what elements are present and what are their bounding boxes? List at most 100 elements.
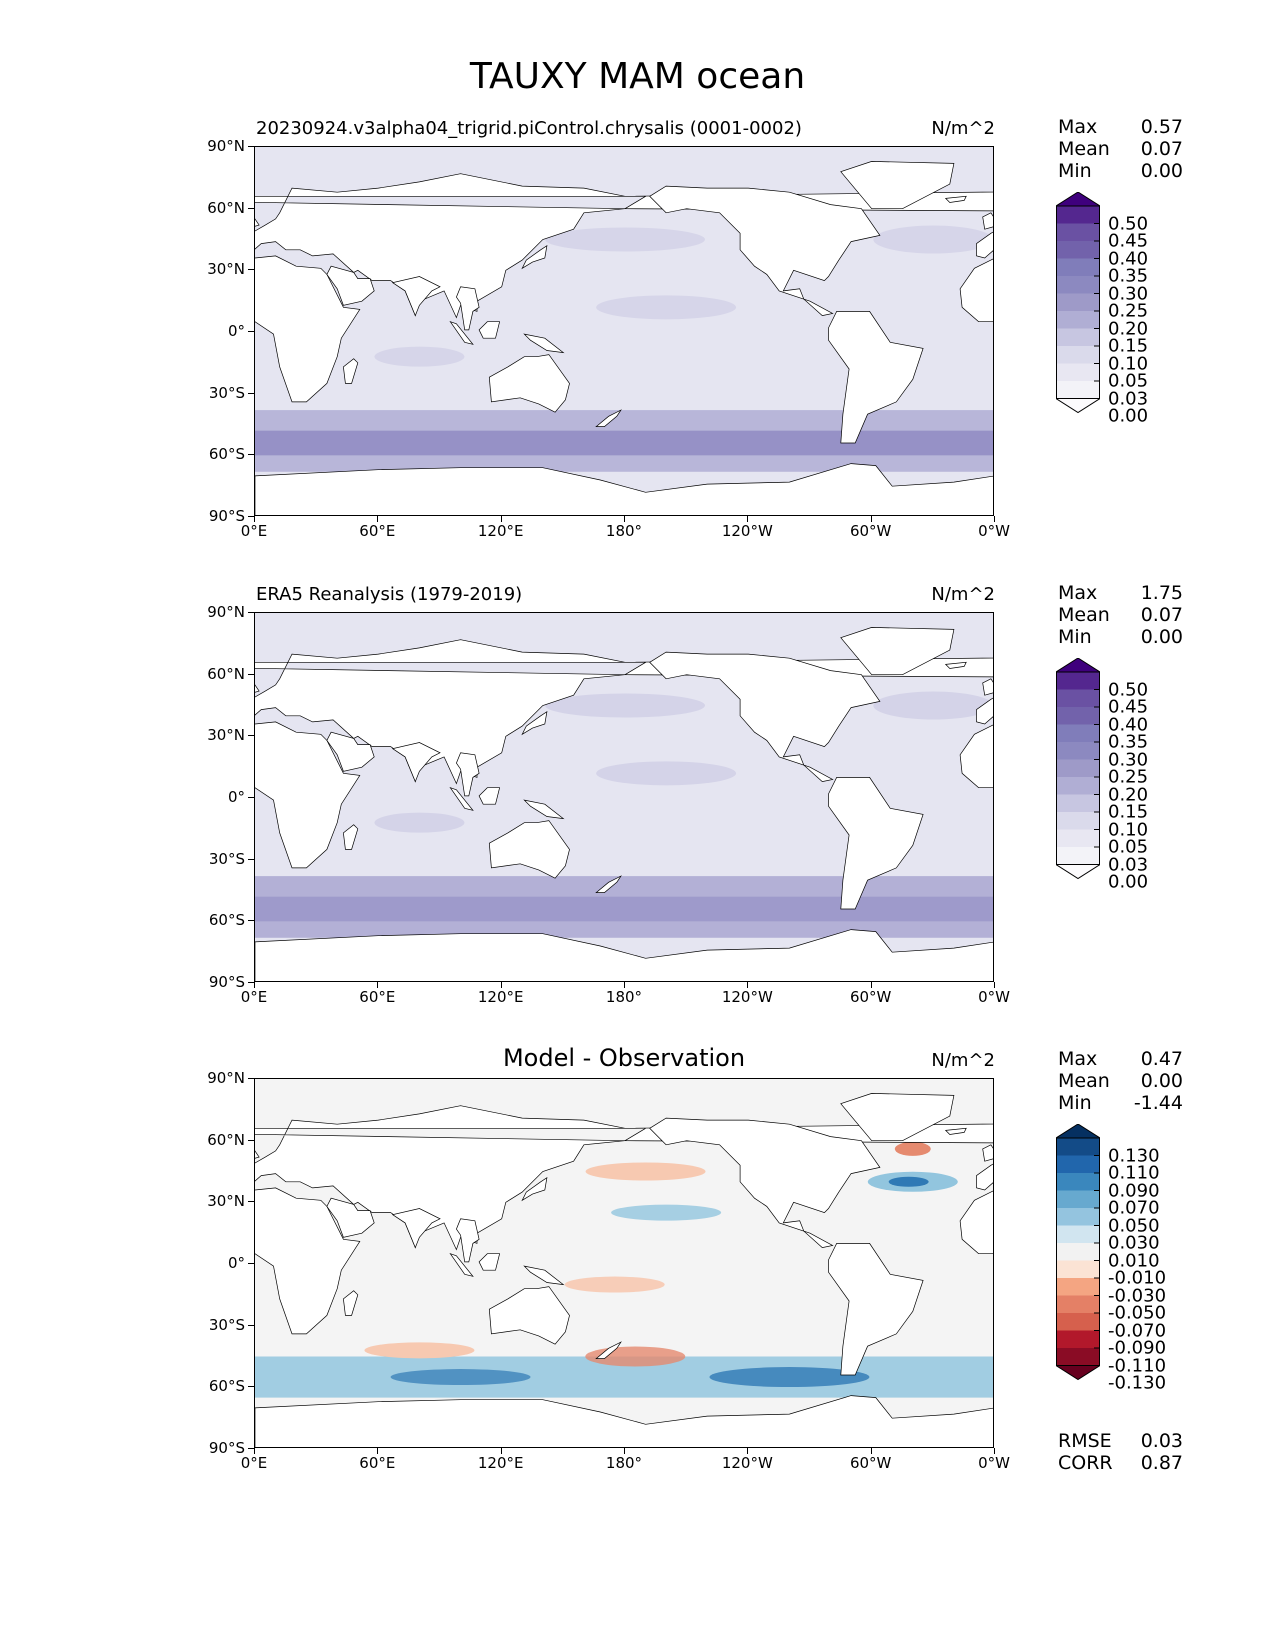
land-greenland [840, 161, 955, 210]
colorbar-label: 0.10 [1108, 353, 1149, 374]
pacific-trades [596, 761, 737, 786]
rmse-label: RMSE [1058, 1430, 1112, 1452]
north-atlantic-westerlies [873, 225, 993, 254]
lat-tick-label: 60°S [208, 445, 245, 464]
land-samerica [828, 777, 924, 910]
lat-tick-mark [248, 1386, 254, 1388]
max-label: Max [1058, 582, 1098, 604]
panel-title: ERA5 Reanalysis (1979-2019) [256, 584, 523, 605]
land-antarctica [255, 1395, 993, 1447]
south-pacific-negative [564, 1276, 665, 1293]
colorbar-label: -0.070 [1108, 1320, 1167, 1341]
land-australia [488, 354, 570, 413]
lon-tick-mark [500, 982, 502, 988]
land-namerica [649, 185, 881, 316]
land-iceland [944, 1127, 967, 1135]
north-pacific-negative [585, 1162, 706, 1181]
lat-tick-mark [248, 982, 254, 983]
mean-value: 0.07 [1140, 604, 1183, 626]
land-uk [982, 212, 993, 230]
colorbar-label: 0.030 [1108, 1232, 1160, 1254]
lat-tick-mark [248, 269, 254, 271]
land-borneo [478, 1253, 501, 1271]
map-difference [254, 1078, 994, 1448]
colorbar-label: 0.25 [1108, 766, 1149, 788]
land-madagascar [343, 358, 359, 384]
land-iceland [944, 195, 967, 203]
colorbar-label: 0.070 [1108, 1197, 1160, 1219]
colorbar-label: 0.40 [1108, 714, 1149, 735]
lat-tick-label: 60°S [208, 1377, 245, 1396]
colorbar-label: 0.20 [1108, 784, 1149, 805]
colorbar-segment [1056, 206, 1100, 224]
land-sumatra [449, 1253, 474, 1277]
labrador-negative [894, 1141, 931, 1156]
lat-tick-label: 90°S [208, 1439, 245, 1457]
colorbar-segment [1056, 363, 1100, 382]
land-antarctica [255, 929, 993, 981]
lat-tick-mark [248, 1201, 254, 1203]
lat-tick-label: 0° [227, 322, 245, 340]
map-canvas [255, 613, 993, 981]
colorbar-label: -0.110 [1108, 1355, 1167, 1376]
south-indian-positive-core [390, 1369, 531, 1386]
southern-ocean-core [255, 896, 993, 922]
lat-tick-mark [248, 1324, 254, 1326]
colorbar-label: 0.25 [1108, 300, 1149, 322]
lon-tick-label: 60°E [359, 1454, 396, 1472]
lat-tick-mark [248, 673, 254, 675]
lat-tick-label: 90°N [207, 603, 245, 621]
colorbar-label: 0.03 [1108, 388, 1149, 409]
colorbar-label: 0.010 [1108, 1250, 1160, 1271]
panel-title: 20230924.v3alpha04_trigrid.piControl.chr… [256, 118, 802, 139]
lat-tick-mark [248, 1448, 254, 1449]
lat-tick-label: 30°N [207, 1192, 245, 1211]
lat-tick-label: 60°N [207, 1130, 245, 1149]
indian-negative [364, 1342, 475, 1359]
panel-title: Model - Observation [502, 1044, 746, 1072]
colorbar-segment [1056, 1225, 1100, 1244]
colorbar-segment [1056, 759, 1100, 778]
lon-tick-label: 0°E [240, 522, 268, 540]
indian-trades [374, 812, 465, 833]
land-sumatra [449, 321, 474, 345]
land-japan [521, 1176, 548, 1202]
panel-units: N/m^2 [931, 118, 995, 139]
lon-tick-mark [500, 516, 502, 522]
land-namerica [649, 1117, 881, 1248]
colorbar-label: 0.40 [1108, 248, 1149, 269]
lon-tick-mark [747, 516, 749, 522]
colorbar-extend-max [1054, 657, 1102, 673]
min-value: -1.44 [1133, 1092, 1183, 1114]
mean-value: 0.00 [1140, 1070, 1183, 1092]
colorbar-label: 0.45 [1108, 230, 1149, 252]
lon-tick-mark [624, 1448, 625, 1454]
land-seasia [456, 1218, 480, 1263]
lat-tick-label: 60°N [207, 664, 245, 683]
land-uk [982, 678, 993, 696]
lat-tick-mark [248, 146, 254, 147]
indian-trades [374, 346, 465, 367]
lon-tick-mark [870, 1448, 872, 1454]
map-observation [254, 612, 994, 982]
panel-difference: Model - Observation N/m^2 Max 0.47 Mean 0.… [0, 1028, 1275, 1498]
colorbar-frame [1056, 671, 1100, 865]
lon-tick-mark [500, 1448, 502, 1454]
colorbar-label: 0.15 [1108, 335, 1149, 357]
colorbar-label: 0.20 [1108, 318, 1149, 339]
land-iceland [944, 661, 967, 669]
colorbar-label: 0.50 [1108, 679, 1149, 700]
land-eurasia [255, 1105, 626, 1251]
colorbar-segment [1056, 1330, 1100, 1349]
colorbar [1054, 1123, 1102, 1386]
land-antarctica [255, 463, 993, 515]
lon-tick-label: 60°E [359, 522, 396, 540]
lon-tick-mark [747, 1448, 749, 1454]
lon-tick-label: 120°W [721, 522, 773, 540]
land-samerica [828, 311, 924, 444]
colorbar-label: 0.00 [1108, 871, 1149, 893]
land-seasia [456, 286, 480, 331]
land-india [391, 1208, 441, 1249]
colorbar-segment [1056, 724, 1100, 743]
north-pacific-westerlies [545, 693, 705, 718]
